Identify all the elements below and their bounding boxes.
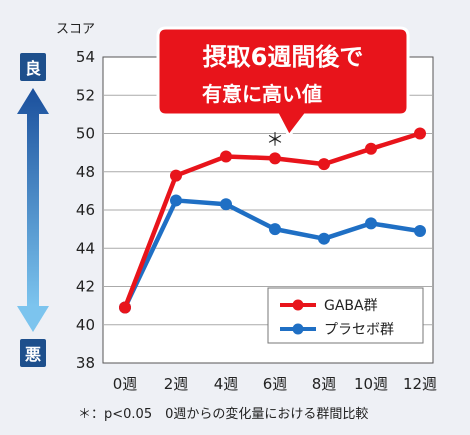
legend-marker xyxy=(292,299,304,311)
data-point xyxy=(269,152,281,165)
y-axis-ticks: 38 40 42 44 46 48 50 52 54 xyxy=(76,48,95,372)
callout-title: 摂取6週間後で xyxy=(203,43,364,71)
footnote: ＊：p<0.05 0週からの変化量における群間比較 xyxy=(78,406,368,422)
up-arrow-icon xyxy=(17,88,49,306)
callout-subtitle: 有意に高い値 xyxy=(202,82,322,106)
data-point xyxy=(414,225,426,238)
data-point xyxy=(170,169,182,182)
y-tick-label: 54 xyxy=(76,48,95,66)
x-tick-label: 12週 xyxy=(403,375,437,393)
x-tick-label: 6週 xyxy=(263,375,288,393)
y-tick-label: 52 xyxy=(76,86,95,104)
x-tick-label: 4週 xyxy=(214,375,239,393)
data-point xyxy=(220,150,232,163)
data-point xyxy=(318,158,330,171)
series-gaba xyxy=(119,127,426,314)
x-axis-ticks: 0週 2週 4週 6週 8週 10週 12週 xyxy=(113,375,437,393)
y-tick-label: 38 xyxy=(76,354,95,372)
callout-bubble: 摂取6週間後で 有意に高い値 xyxy=(156,26,410,139)
y-tick-label: 44 xyxy=(76,239,95,257)
good-label: 良 xyxy=(25,59,41,78)
x-tick-label: 0週 xyxy=(113,375,138,393)
data-point xyxy=(170,194,182,207)
y-axis-title: スコア xyxy=(56,22,95,37)
y-tick-label: 46 xyxy=(76,201,95,219)
legend-marker xyxy=(292,323,304,335)
x-tick-label: 10週 xyxy=(354,375,388,393)
y-tick-label: 50 xyxy=(76,125,95,143)
x-tick-label: 2週 xyxy=(164,375,189,393)
y-tick-label: 40 xyxy=(76,316,95,334)
significance-marker: ＊ xyxy=(266,130,284,151)
down-arrow-icon xyxy=(17,306,49,332)
bad-label-box xyxy=(20,339,46,367)
data-point xyxy=(220,198,232,211)
y-tick-label: 42 xyxy=(76,278,95,296)
legend-label: プラセボ群 xyxy=(324,322,394,338)
bad-label: 悪 xyxy=(25,345,41,364)
data-point xyxy=(318,232,330,245)
data-point xyxy=(365,142,377,155)
data-point xyxy=(119,301,131,314)
data-point xyxy=(414,127,426,140)
legend-label: GABA群 xyxy=(324,298,378,314)
series-lines xyxy=(119,127,426,314)
legend-box xyxy=(267,287,424,344)
y-tick-label: 48 xyxy=(76,163,95,181)
x-tick-label: 8週 xyxy=(312,375,337,393)
data-point xyxy=(365,217,377,230)
good-label-box xyxy=(20,53,46,81)
data-point xyxy=(269,223,281,236)
quality-scale-arrow: 良 悪 xyxy=(17,53,49,367)
callout-shape xyxy=(156,26,410,139)
